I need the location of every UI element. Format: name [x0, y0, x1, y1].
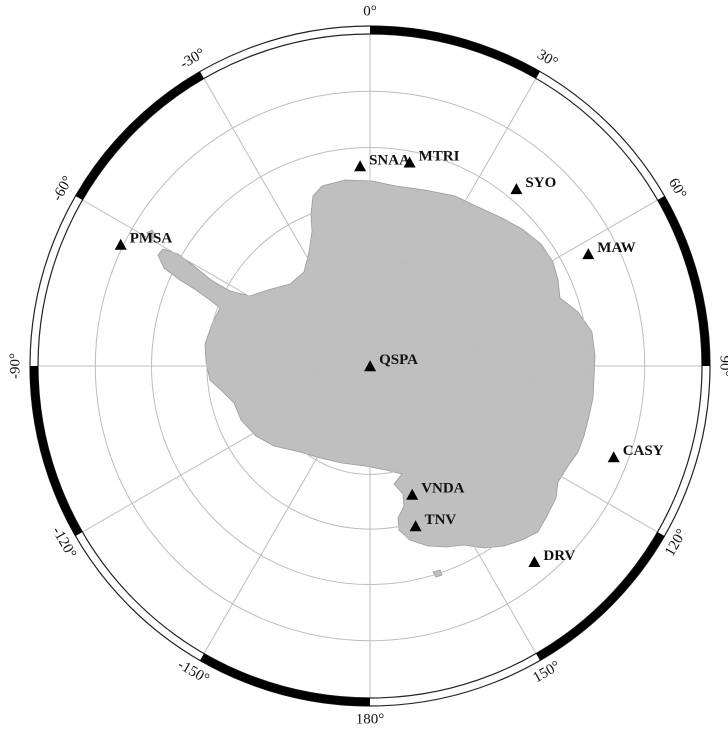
station-triangle-icon [354, 160, 367, 172]
station-label: PMSA [130, 231, 173, 247]
antarctic-continent [157, 179, 596, 549]
frame-inner-ring [37, 33, 703, 699]
longitude-label: -30° [177, 45, 208, 72]
longitude-label: 150° [530, 658, 563, 686]
station-label: QSPA [379, 352, 418, 368]
longitude-label: -60° [49, 173, 76, 204]
station-pmsa[interactable]: PMSA [114, 231, 173, 250]
longitude-label: 120° [662, 526, 690, 559]
station-triangle-icon [528, 556, 541, 567]
station-label: TNV [425, 512, 457, 528]
antarctica-landmass [146, 179, 596, 578]
longitude-label: 60° [665, 176, 689, 202]
station-triangle-icon [364, 360, 377, 372]
station-triangle-icon [403, 156, 416, 168]
station-label: MTRI [419, 149, 460, 165]
meridian-line [82, 365, 371, 533]
graticule [38, 34, 702, 698]
station-casy[interactable]: CASY [607, 443, 664, 463]
frame-band-segment [657, 196, 710, 367]
station-maw[interactable]: MAW [582, 240, 636, 260]
meridian-line [369, 78, 537, 367]
station-label: SNAA [369, 152, 410, 168]
antarctic-peninsula-islands [146, 229, 157, 241]
station-triangle-icon [409, 520, 422, 532]
longitude-label: 0° [363, 3, 377, 19]
station-triangle-icon [114, 238, 127, 250]
station-vnda[interactable]: VNDA [406, 481, 465, 500]
meridian-line [203, 78, 371, 367]
meridian-line [203, 365, 371, 654]
station-snaa[interactable]: SNAA [354, 152, 410, 172]
station-drv[interactable]: DRV [528, 548, 576, 567]
station-label: MAW [597, 240, 635, 256]
frame-band-segment [535, 531, 665, 661]
frame-band-segment [200, 653, 371, 706]
meridian-line [369, 365, 537, 654]
station-triangle-icon [406, 488, 419, 500]
frame-band-segment [369, 26, 540, 79]
frame-band-segment [30, 365, 83, 536]
longitude-label: 90° [717, 356, 728, 377]
station-label: DRV [543, 548, 575, 564]
station-label: VNDA [421, 481, 464, 497]
station-triangle-icon [510, 183, 523, 195]
longitude-label: 30° [534, 47, 560, 71]
station-mtri[interactable]: MTRI [403, 149, 460, 168]
station-label: CASY [623, 443, 664, 459]
stations: QSPA SNAA MTRI SYO MAW CASY DRV TNV VNDA PMSA [114, 149, 664, 567]
station-syo[interactable]: SYO [510, 175, 556, 195]
longitude-label: -90° [7, 353, 23, 379]
station-qspa[interactable]: QSPA [364, 352, 418, 372]
longitude-label: 180° [356, 711, 385, 727]
station-tnv[interactable]: TNV [409, 512, 457, 532]
station-triangle-icon [582, 248, 595, 260]
map-frame [29, 25, 711, 707]
station-triangle-icon [607, 451, 620, 463]
meridian-line [82, 199, 371, 367]
meridian-line [369, 199, 658, 367]
frame-band-segment [75, 71, 205, 201]
meridian-line [369, 365, 658, 533]
station-label: SYO [525, 175, 556, 191]
